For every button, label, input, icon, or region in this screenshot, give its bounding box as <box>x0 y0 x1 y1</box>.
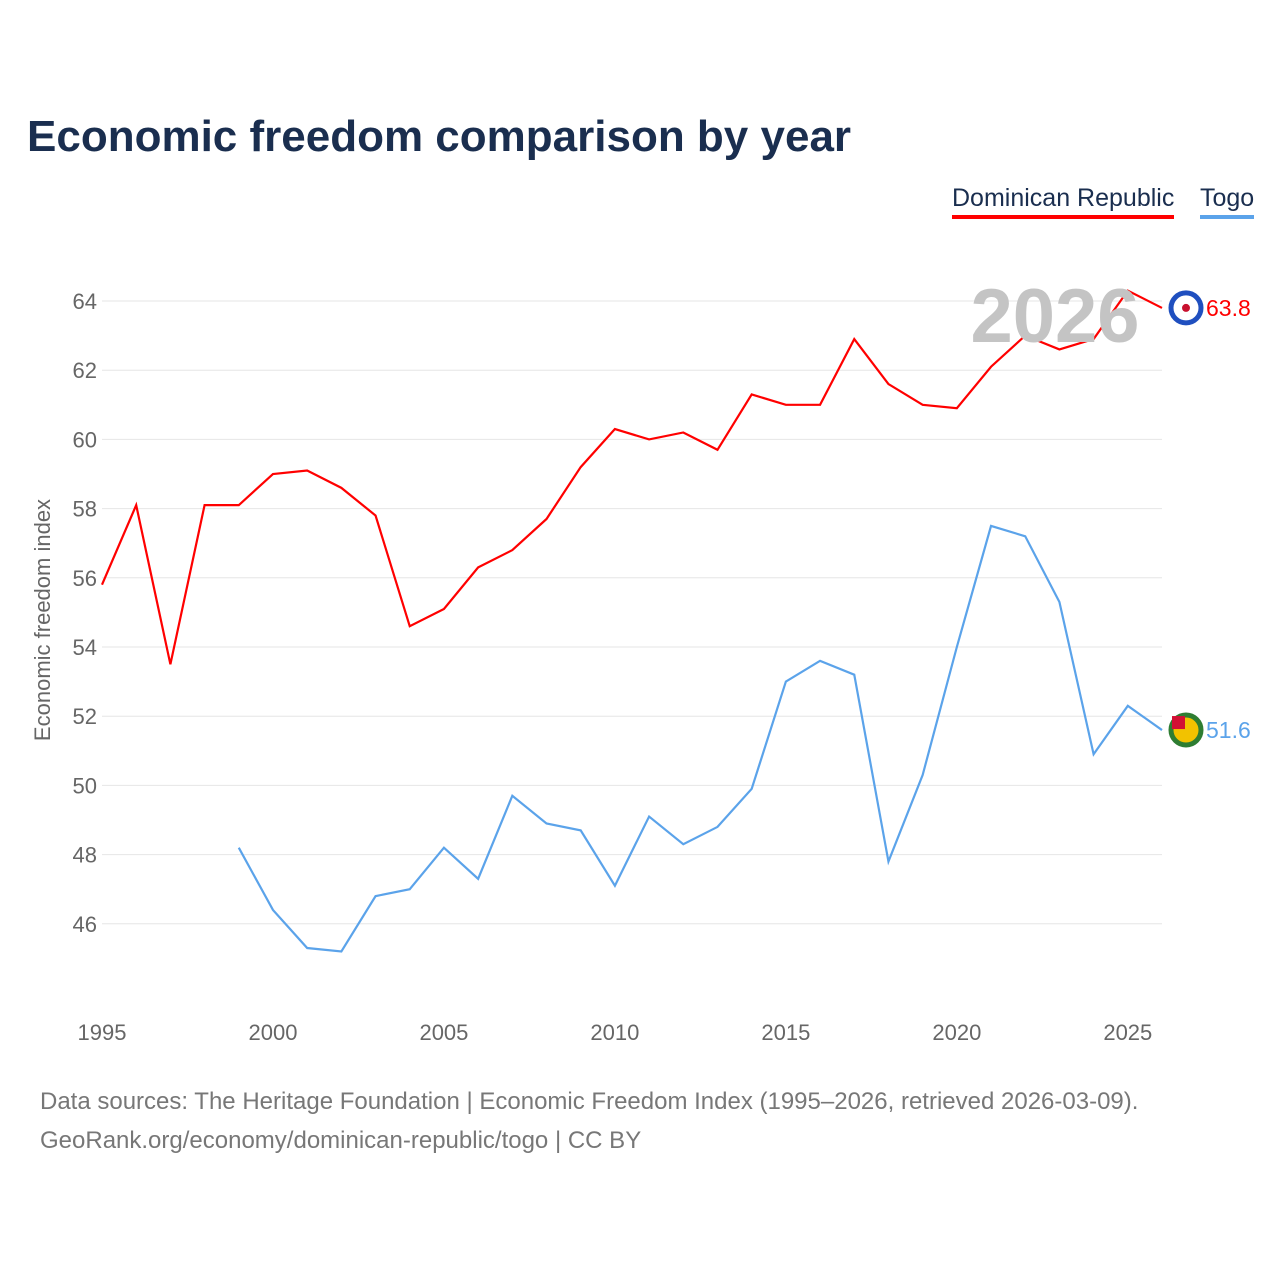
legend-dominican-republic[interactable]: Dominican Republic <box>952 184 1175 219</box>
flag-icon-detail <box>1172 716 1185 730</box>
series-line-0 <box>100 289 1163 665</box>
y-tick-label: 52 <box>73 704 97 729</box>
end-value-label: 63.8 <box>1206 295 1251 321</box>
source-line-1: Data sources: The Heritage Foundation | … <box>40 1088 1139 1115</box>
y-tick-label: 64 <box>73 289 97 314</box>
y-tick-label: 56 <box>73 566 97 591</box>
year-watermark: 2026 <box>970 274 1139 359</box>
y-tick-label: 60 <box>73 427 97 452</box>
x-tick-label: 2000 <box>248 1020 297 1045</box>
x-tick-label: 2015 <box>761 1020 810 1045</box>
x-tick-label: 1995 <box>78 1020 127 1045</box>
end-value-label: 51.6 <box>1206 717 1251 743</box>
y-tick-label: 46 <box>73 912 97 937</box>
x-tick-label: 2005 <box>419 1020 468 1045</box>
y-tick-label: 58 <box>73 497 97 522</box>
chart-title: Economic freedom comparison by year <box>27 112 852 161</box>
flag-icon-detail <box>1182 303 1190 312</box>
x-tick-label: 2020 <box>932 1020 981 1045</box>
source-line-2[interactable]: GeoRank.org/economy/dominican-republic/t… <box>40 1127 642 1154</box>
y-tick-label: 54 <box>73 635 97 660</box>
y-tick-label: 50 <box>73 773 97 798</box>
legend-togo[interactable]: Togo <box>1200 184 1255 219</box>
x-tick-label: 2025 <box>1103 1020 1152 1045</box>
y-axis-label: Economic freedom index <box>30 499 55 741</box>
y-tick-label: 62 <box>73 358 97 383</box>
y-tick-label: 48 <box>73 843 97 868</box>
series-line-1 <box>237 524 1163 953</box>
x-tick-label: 2010 <box>590 1020 639 1045</box>
